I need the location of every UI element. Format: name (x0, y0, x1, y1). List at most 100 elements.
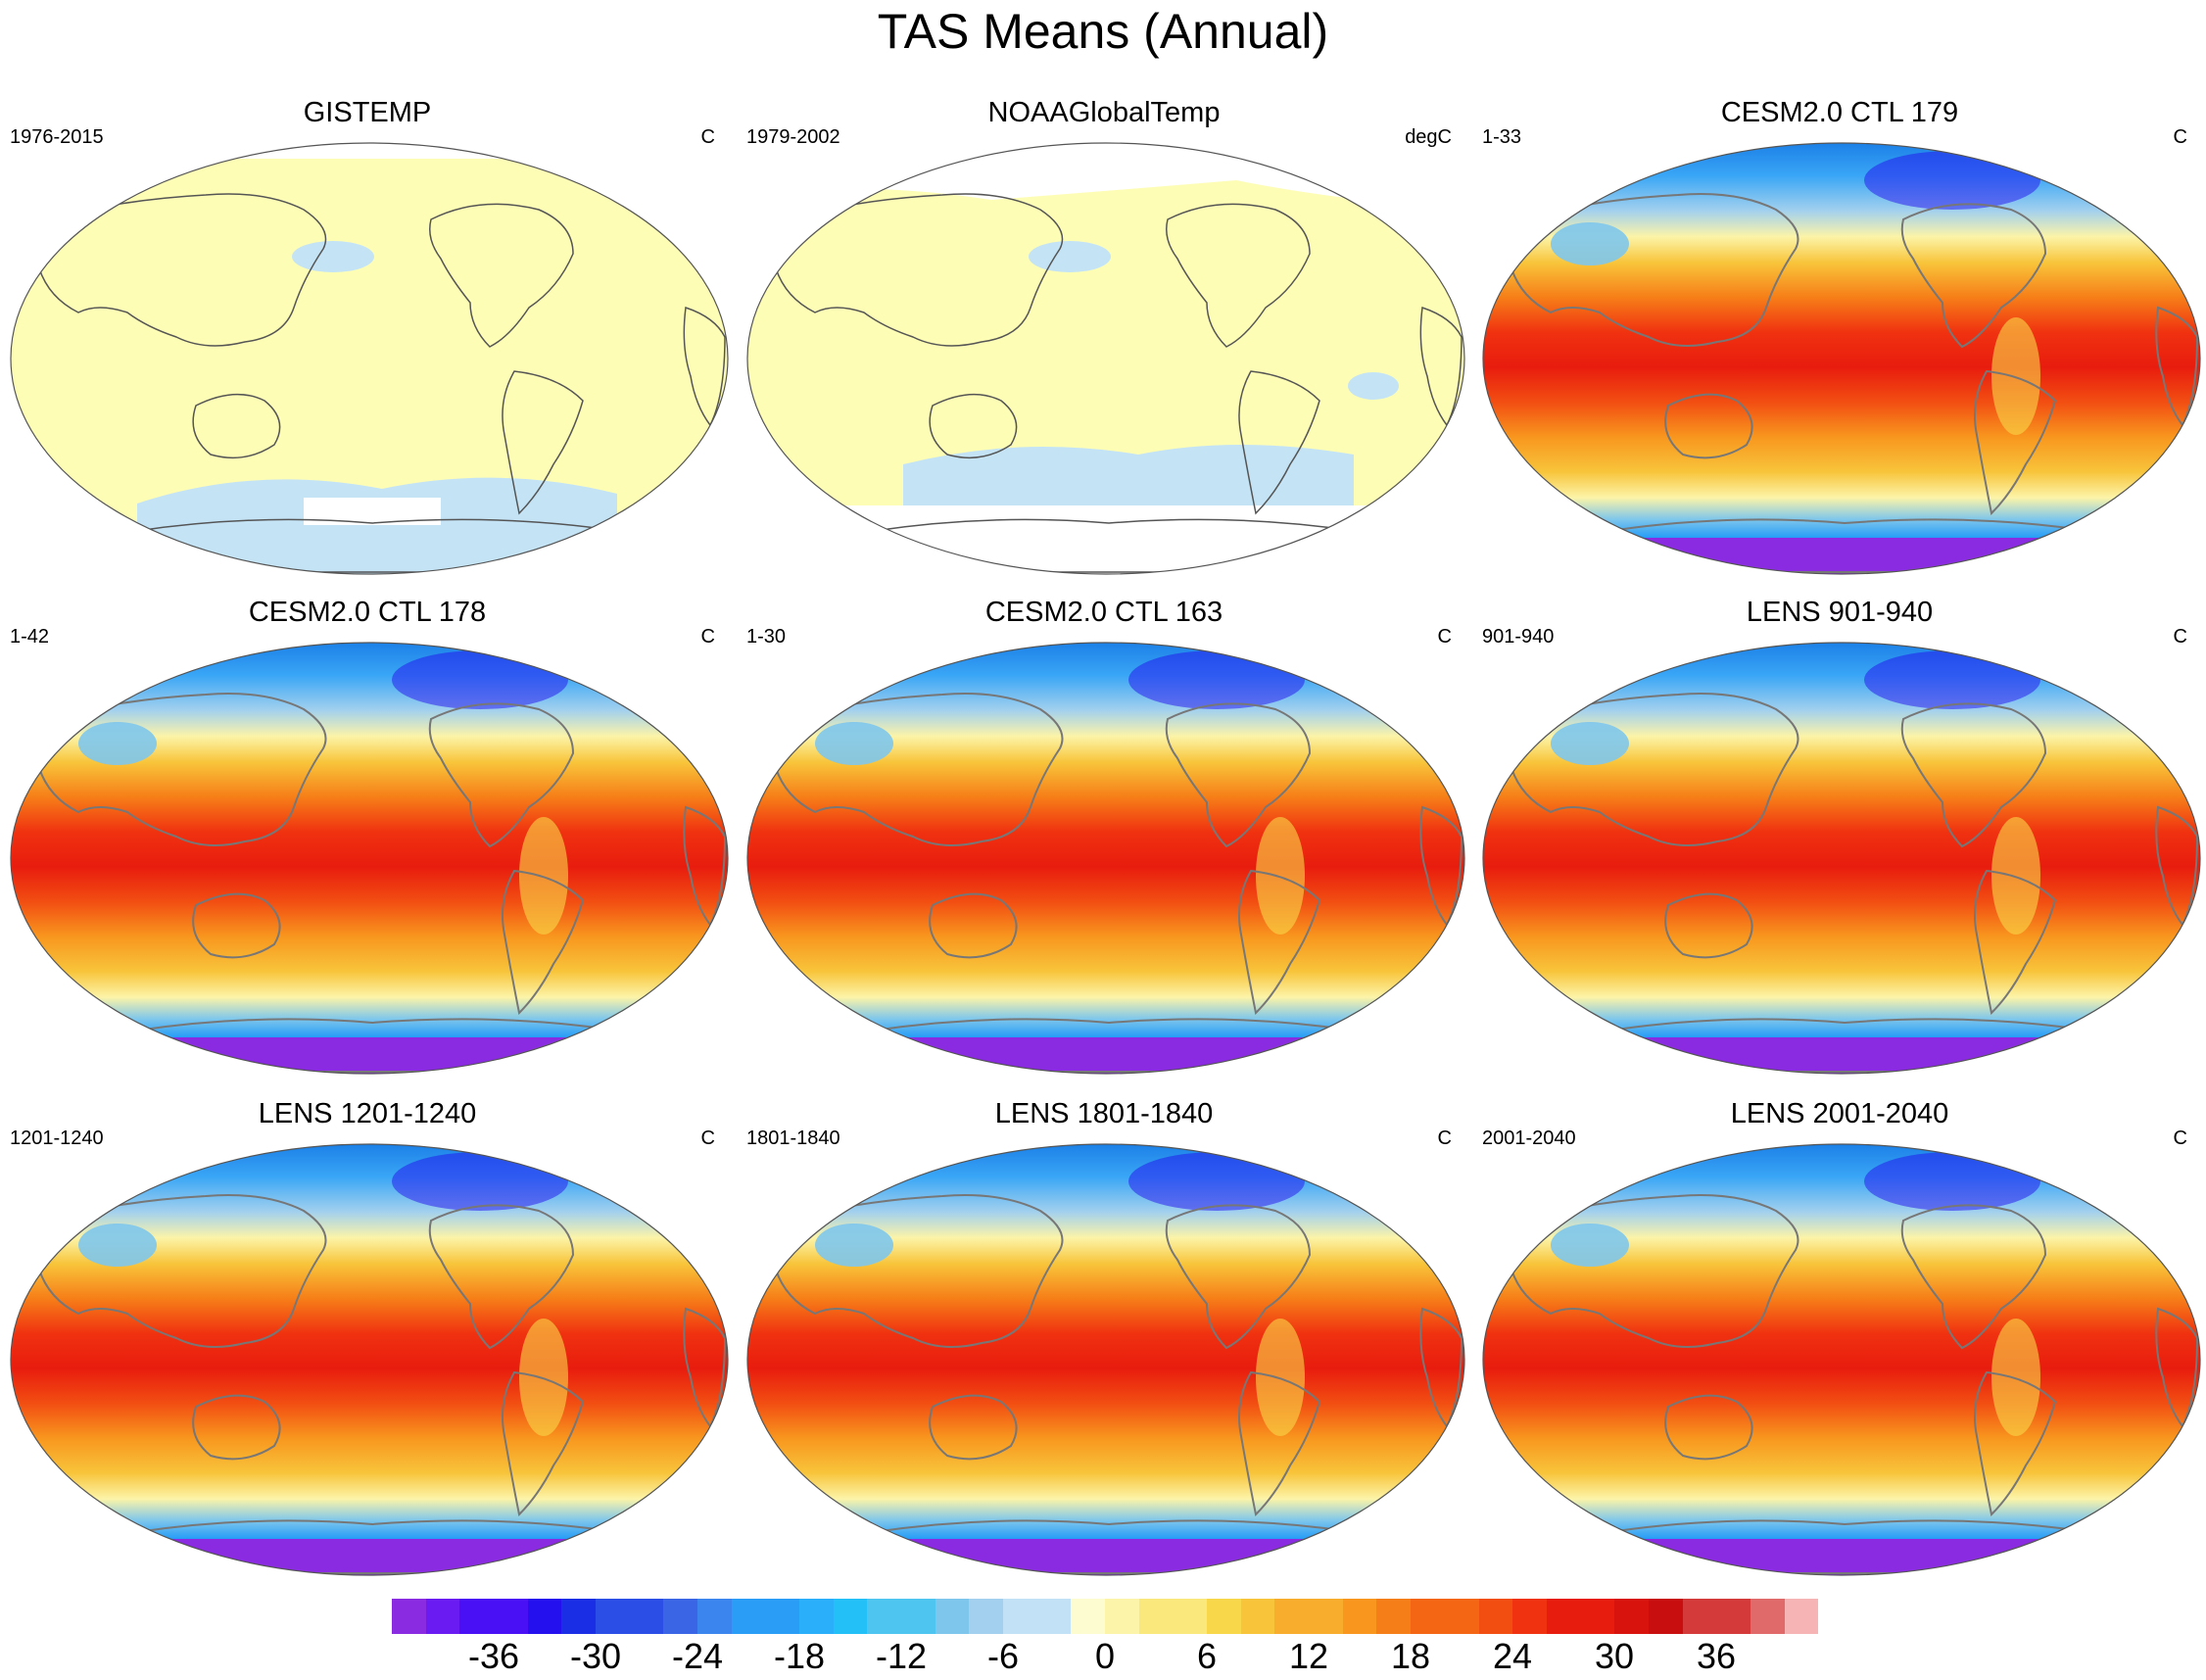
panel-units: C (1437, 1128, 1452, 1149)
coastline-samerica (502, 370, 584, 515)
colorbar-tick-label: -18 (773, 1636, 826, 1676)
antarctic-ice (1483, 538, 2200, 574)
coastline-australia (1664, 393, 1753, 459)
coastline-antarctica (1608, 1519, 2090, 1574)
tibet-cold-region (1551, 222, 1629, 265)
colorbar-tick-label: 12 (1288, 1636, 1329, 1676)
colorbar-cell (1138, 1599, 1174, 1634)
coastline-asia (37, 693, 327, 846)
colorbar-cell (1036, 1599, 1072, 1634)
panel-period: 1-42 (10, 626, 50, 648)
map-panel-noaa: NOAAGlobalTemp 1979-2002 degC (737, 96, 1471, 576)
coastline-antarctica (873, 518, 1355, 573)
panel-title: GISTEMP (303, 97, 432, 128)
coastline-asia (774, 693, 1064, 846)
colorbar-cell (1207, 1599, 1241, 1634)
colorbar-tick-label: 36 (1696, 1636, 1737, 1676)
coastline-antarctica (873, 1519, 1355, 1574)
panel-title: CESM2.0 CTL 163 (984, 597, 1223, 628)
map-border (1482, 142, 2201, 575)
robinson-map (1482, 142, 2201, 575)
arctic-cold-region (1128, 650, 1305, 709)
coastline-namerica (428, 1204, 575, 1350)
coastline-namerica (428, 702, 575, 848)
panel-units: C (700, 126, 715, 148)
colorbar-cell (867, 1599, 902, 1634)
colorbar-tick-label: -6 (986, 1636, 1020, 1676)
colorbar-cell (1003, 1599, 1037, 1634)
cold-anomaly-patch (292, 241, 374, 272)
arctic-cold-region (1864, 650, 2040, 709)
panel-period: 1976-2015 (10, 126, 104, 148)
colorbar-tick-label: 6 (1196, 1636, 1218, 1676)
tibet-cold-region (1551, 1224, 1629, 1267)
map-border (1482, 1143, 2201, 1576)
andes-cool-region (519, 817, 568, 935)
colorbar-cell (1240, 1599, 1275, 1634)
colorbar-tick-label: 30 (1594, 1636, 1635, 1676)
arctic-cold-region (1864, 1152, 2040, 1211)
arctic-cold-region (1128, 1152, 1305, 1211)
map-panel-cesm163: CESM2.0 CTL 163 1-30 C (737, 596, 1471, 1076)
coastline-australia (1664, 1394, 1753, 1461)
coastline-australia (1664, 892, 1753, 959)
antarctic-ice (1483, 1037, 2200, 1074)
coastline-asia (1510, 193, 1799, 347)
colorbar-cell (629, 1599, 664, 1634)
panel-units: C (2173, 1128, 2187, 1149)
panel-period: 1801-1840 (746, 1128, 840, 1149)
colorbar-cell (1309, 1599, 1343, 1634)
map-border (10, 642, 729, 1075)
colorbar-tick-label: -36 (467, 1636, 520, 1676)
colorbar-cell (1105, 1599, 1139, 1634)
coastline-samerica (502, 869, 585, 1016)
panel-period: 1-33 (1482, 126, 1522, 148)
robinson-map (10, 142, 729, 575)
temperature-field (1483, 1144, 2200, 1575)
colorbar-cell (1716, 1599, 1750, 1634)
colorbar-cell (494, 1599, 528, 1634)
robinson-map (746, 142, 1465, 575)
panel-title: LENS 1201-1240 (258, 1098, 477, 1129)
colorbar-tick-label: 18 (1390, 1636, 1431, 1676)
antarctic-ice (11, 1037, 728, 1074)
panel-period: 1-30 (746, 626, 787, 648)
colorbar-cell (1411, 1599, 1445, 1634)
colorbar-cell (833, 1599, 868, 1634)
coastline-namerica (1165, 1204, 1312, 1350)
andes-cool-region (1256, 1319, 1305, 1436)
colorbar-cell (425, 1599, 460, 1634)
cold-anomaly-patch (1029, 241, 1111, 272)
colorbar-cell (1546, 1599, 1581, 1634)
colorbar-cell (799, 1599, 834, 1634)
map-panel-cesm178: CESM2.0 CTL 178 1-42 C (0, 596, 735, 1076)
panel-title: CESM2.0 CTL 178 (248, 597, 487, 628)
figure-title: TAS Means (Annual) (877, 4, 1329, 59)
map-panel-lens1201: LENS 1201-1240 1201-1240 C (0, 1097, 735, 1577)
robinson-map (1482, 642, 2201, 1075)
andes-cool-region (1991, 1319, 2040, 1436)
colorbar-cell (663, 1599, 698, 1634)
atlantic-cold-patch (1348, 372, 1399, 400)
colorbar-cell (1478, 1599, 1513, 1634)
map-border (10, 142, 729, 575)
coastline-australia (929, 393, 1018, 459)
colorbar-cell (969, 1599, 1004, 1634)
map-border (746, 642, 1465, 1075)
temperature-field (1483, 643, 2200, 1074)
map-panel-cesm179: CESM2.0 CTL 179 1-33 C (1472, 96, 2206, 576)
map-panel-lens1801: LENS 1801-1840 1801-1840 C (737, 1097, 1471, 1577)
colorbar-cell (1648, 1599, 1683, 1634)
coastline-samerica (1974, 869, 2057, 1016)
panel-period: 2001-2040 (1482, 1128, 1576, 1149)
andes-cool-region (1991, 317, 2040, 435)
coastline-antarctica (136, 1018, 618, 1073)
coastline-australia (192, 892, 281, 959)
map-border (10, 1143, 729, 1576)
temperature-field (747, 1144, 1464, 1575)
southern-ocean-cold (137, 477, 617, 574)
panel-period: 1201-1240 (10, 1128, 104, 1149)
panel-title: LENS 901-940 (1746, 597, 1934, 628)
colorbar-tick-label: -30 (569, 1636, 622, 1676)
coastline-australia (929, 892, 1018, 959)
